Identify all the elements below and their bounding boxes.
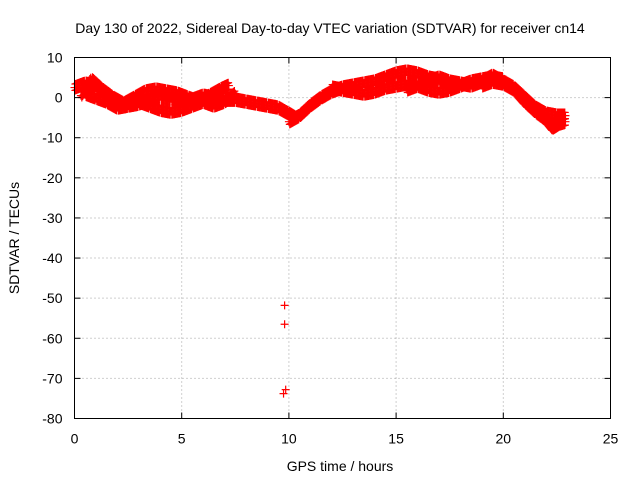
series-arc-7 [477, 74, 570, 135]
data-points [70, 64, 570, 398]
y-tick-label: -80 [42, 411, 62, 427]
chart-title: Day 130 of 2022, Sidereal Day-to-day VTE… [75, 20, 585, 36]
x-tick-label: 25 [603, 431, 619, 447]
series-arc-3 [81, 86, 240, 119]
x-tick-label: 10 [281, 431, 297, 447]
y-tick-label: -30 [42, 210, 62, 226]
series-outliers [279, 301, 290, 398]
y-tick-label: 0 [55, 90, 63, 106]
data-point [230, 93, 239, 102]
data-point [561, 117, 570, 126]
data-point [231, 89, 240, 98]
y-tick-label: -60 [42, 330, 62, 346]
data-point [279, 389, 288, 398]
plot-frame [74, 57, 611, 419]
x-axis-title: GPS time / hours [287, 458, 394, 474]
y-tick-label: -70 [42, 370, 62, 386]
y-tick-label: -50 [42, 290, 62, 306]
grid [74, 57, 611, 419]
data-point [280, 301, 289, 310]
data-point [281, 385, 290, 394]
y-tick-label: 10 [47, 50, 63, 66]
x-tick-label: 20 [496, 431, 512, 447]
y-axis-title: SDTVAR / TECUs [6, 182, 22, 294]
y-tick-label: -10 [42, 130, 62, 146]
x-tick-label: 5 [178, 431, 186, 447]
axis-ticks: 0 5 10 15 20 25 10 0 -10 -20 -30 -40 -50 -60 -70 -80 [42, 50, 618, 447]
x-tick-label: 0 [71, 431, 79, 447]
data-point [228, 94, 237, 103]
data-point [280, 320, 289, 329]
y-tick-label: -40 [42, 250, 62, 266]
data-point [229, 94, 238, 103]
x-tick-label: 15 [388, 431, 404, 447]
y-tick-label: -20 [42, 170, 62, 186]
data-point [224, 81, 233, 90]
